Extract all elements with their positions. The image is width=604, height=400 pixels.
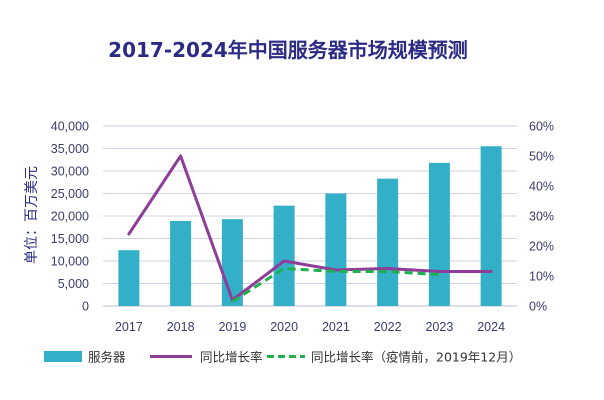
right-tick-label: 30% (529, 210, 554, 224)
grid (103, 125, 517, 307)
right-tick-label: 60% (529, 120, 554, 134)
left-tick-label: 35,000 (51, 142, 89, 156)
legend-swatch-bar (44, 351, 82, 362)
left-tick-label: 25,000 (51, 187, 89, 201)
right-tick-label: 50% (529, 150, 554, 164)
left-tick-label: 20,000 (51, 210, 89, 224)
x-axis: 2017 2018 2019 2020 2021 2022 2023 2024 (115, 320, 505, 334)
left-tick-label: 30,000 (51, 165, 89, 179)
right-axis: 0% 10% 20% 30% 40% 50% 60% (529, 120, 554, 314)
lines (127, 154, 493, 303)
bar (273, 205, 295, 306)
left-tick-label: 5,000 (58, 277, 89, 291)
pre-pandemic-growth-rate-line (231, 267, 440, 303)
y-axis-label: 单位：百万美元 (24, 166, 40, 264)
chart-title: 2017-2024年中国服务器市场规模预测 (108, 38, 468, 62)
bar (377, 178, 399, 306)
x-tick-label: 2020 (270, 320, 298, 334)
right-tick-label: 10% (529, 270, 554, 284)
legend-label: 同比增长率（疫情前，2019年12月） (311, 350, 521, 365)
legend-label: 同比增长率 (200, 350, 263, 365)
x-tick-label: 2023 (425, 320, 453, 334)
right-tick-label: 40% (529, 180, 554, 194)
right-tick-label: 20% (529, 240, 554, 254)
bar (325, 193, 347, 306)
legend-label: 服务器 (88, 350, 126, 365)
x-tick-label: 2018 (167, 320, 195, 334)
x-tick-label: 2024 (477, 320, 505, 334)
left-axis: 0 5,000 10,000 15,000 20,000 25,000 30,000 35,0… (51, 120, 89, 314)
bar (428, 162, 450, 306)
bar (118, 250, 140, 306)
left-tick-label: 15,000 (51, 232, 89, 246)
legend: 服务器 同比增长率 同比增长率（疫情前，2019年12月） (44, 350, 521, 365)
x-tick-label: 2022 (374, 320, 402, 334)
bars (118, 146, 502, 306)
x-tick-label: 2021 (322, 320, 350, 334)
right-tick-label: 0% (529, 300, 547, 314)
x-tick-label: 2017 (115, 320, 143, 334)
left-tick-label: 0 (82, 300, 89, 314)
growth-rate-line (127, 154, 493, 302)
x-tick-label: 2019 (218, 320, 246, 334)
left-tick-label: 40,000 (51, 120, 89, 134)
bar (480, 146, 502, 306)
bar (170, 220, 192, 306)
left-tick-label: 10,000 (51, 255, 89, 269)
